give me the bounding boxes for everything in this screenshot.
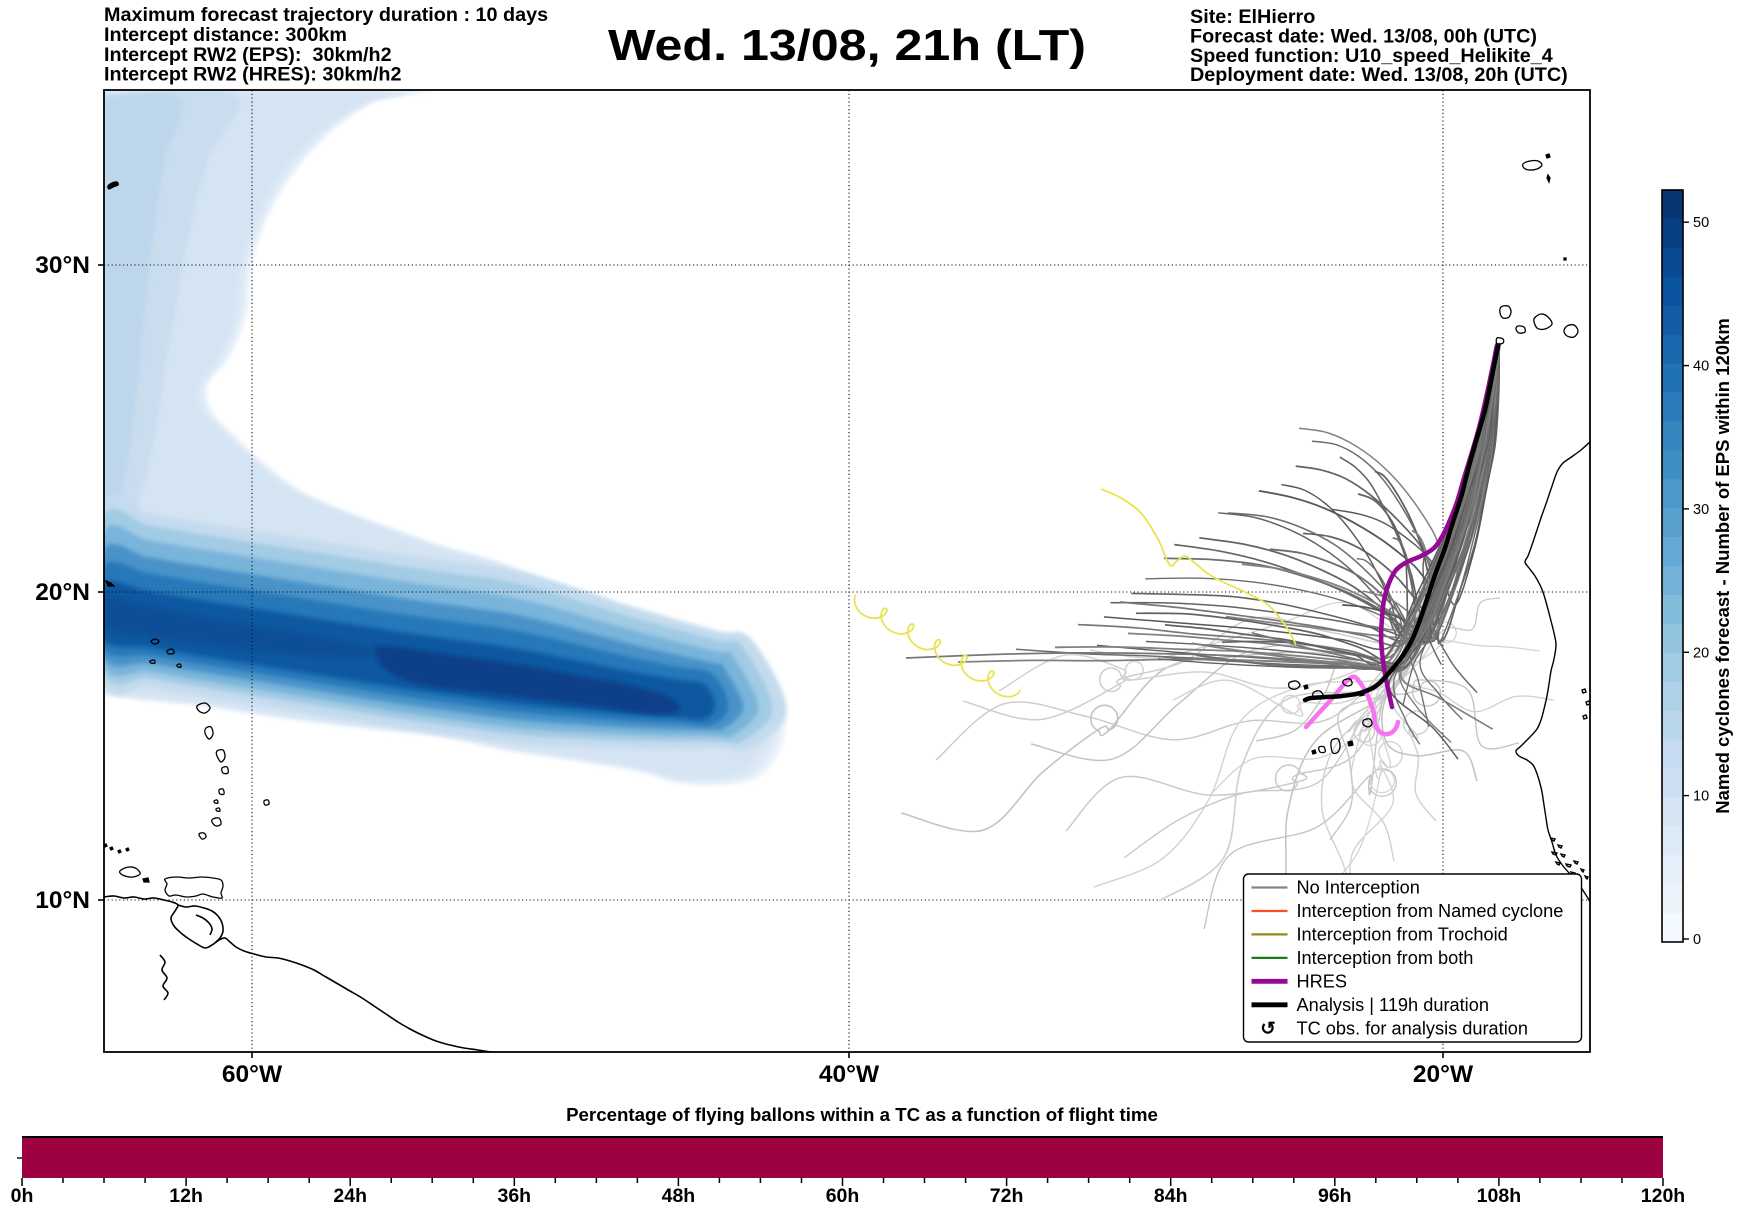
svg-text:Named cyclones forecast - Numb: Named cyclones forecast - Number of EPS … [1712, 318, 1733, 814]
svg-text:36h: 36h [497, 1185, 531, 1207]
svg-text:40: 40 [1693, 359, 1709, 375]
svg-text:10: 10 [1693, 789, 1709, 805]
svg-text:Speed function: U10_speed_Heli: Speed function: U10_speed_Helikite_4 [1190, 45, 1553, 67]
svg-text:No Interception: No Interception [1297, 878, 1420, 898]
svg-text:40°W: 40°W [819, 1061, 880, 1088]
svg-text:20: 20 [1693, 645, 1709, 661]
svg-text:20°W: 20°W [1413, 1061, 1474, 1088]
svg-text:108h: 108h [1477, 1185, 1521, 1207]
svg-text:Intercept RW2 (HRES): 30km/h2: Intercept RW2 (HRES): 30km/h2 [104, 64, 402, 86]
svg-text:Wed. 13/08, 21h (LT): Wed. 13/08, 21h (LT) [608, 21, 1086, 70]
svg-text:Interception from Named cyclon: Interception from Named cyclone [1297, 901, 1564, 921]
svg-text:Deployment date: Wed. 13/08, 2: Deployment date: Wed. 13/08, 20h (UTC) [1190, 64, 1568, 86]
svg-text:60h: 60h [826, 1185, 860, 1207]
svg-text:0h: 0h [11, 1185, 34, 1207]
svg-text:72h: 72h [990, 1185, 1024, 1207]
svg-text:12h: 12h [169, 1185, 203, 1207]
svg-text:Intercept distance: 300km: Intercept distance: 300km [104, 24, 347, 46]
svg-text:Interception from Trochoid: Interception from Trochoid [1297, 925, 1508, 945]
svg-text:48h: 48h [662, 1185, 696, 1207]
svg-text:Percentage of flying ballons w: Percentage of flying ballons within a TC… [566, 1104, 1158, 1125]
svg-text:20°N: 20°N [35, 579, 90, 606]
svg-text:120h: 120h [1641, 1185, 1685, 1207]
svg-text:↺: ↺ [1260, 1018, 1276, 1039]
svg-text:50: 50 [1693, 215, 1709, 231]
svg-text:Interception from both: Interception from both [1297, 948, 1474, 968]
svg-text:10°N: 10°N [35, 887, 90, 914]
svg-text:Analysis | 119h duration: Analysis | 119h duration [1297, 995, 1489, 1015]
svg-text:60°W: 60°W [222, 1061, 283, 1088]
svg-text:0: 0 [1693, 932, 1701, 948]
svg-text:Forecast date: Wed. 13/08, 00h: Forecast date: Wed. 13/08, 00h (UTC) [1190, 25, 1537, 47]
svg-text:96h: 96h [1318, 1185, 1352, 1207]
svg-text:Site: ElHierro: Site: ElHierro [1190, 6, 1315, 28]
svg-text:Intercept RW2 (EPS): 30km/h2: Intercept RW2 (EPS): 30km/h2 [104, 44, 392, 66]
svg-text:30: 30 [1693, 502, 1709, 518]
svg-text:TC obs. for analysis duration: TC obs. for analysis duration [1297, 1018, 1529, 1038]
svg-text:24h: 24h [333, 1185, 367, 1207]
svg-text:84h: 84h [1154, 1185, 1188, 1207]
svg-text:HRES: HRES [1297, 972, 1348, 992]
svg-text:30°N: 30°N [35, 252, 90, 279]
svg-text:Maximum forecast trajectory du: Maximum forecast trajectory duration : 1… [104, 4, 548, 26]
